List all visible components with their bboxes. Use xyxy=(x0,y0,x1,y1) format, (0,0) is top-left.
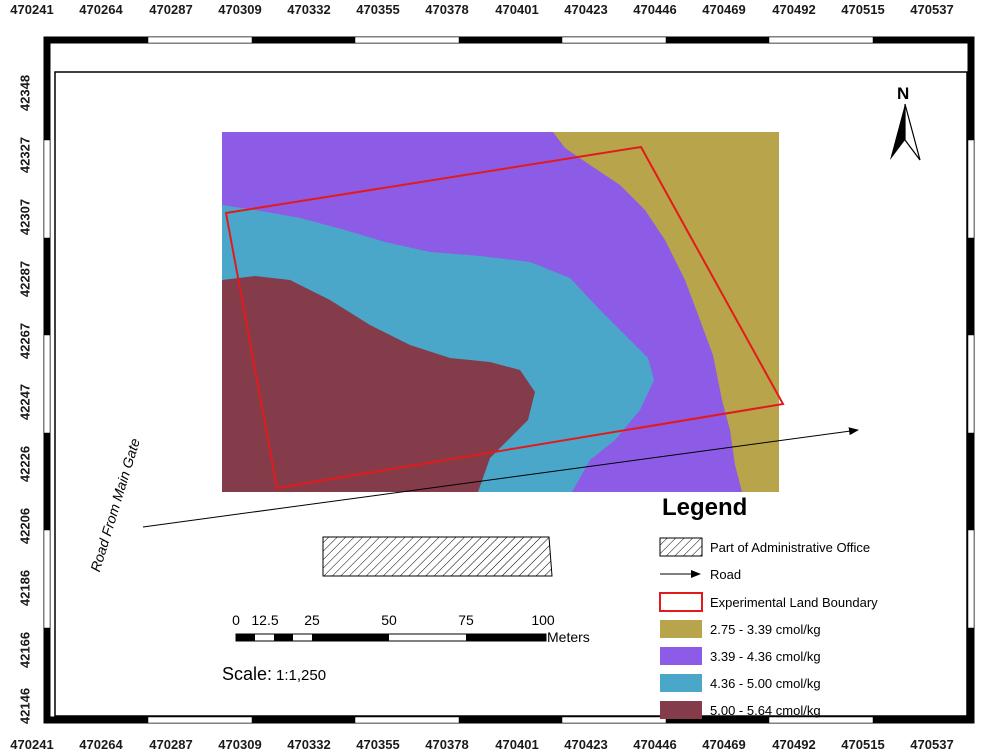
legend-swatches xyxy=(659,537,703,719)
grid-y-label-left: 42348 xyxy=(17,74,33,112)
grid-x-label-top: 470332 xyxy=(287,2,331,17)
grid-y-label-left: 42327 xyxy=(17,136,33,174)
grid-x-label-top: 470515 xyxy=(841,2,885,17)
grid-y-label-left: 42267 xyxy=(17,322,33,360)
grid-x-label-top: 470446 xyxy=(633,2,677,17)
graticule-bar-right xyxy=(967,43,975,717)
zone-2.75-3.39 xyxy=(553,132,779,492)
soil-raster xyxy=(222,132,779,492)
road-arrow xyxy=(142,427,859,528)
grid-x-label-bottom: 470241 xyxy=(10,737,54,752)
scale-bar-unit: Meters xyxy=(547,629,590,645)
scale-bar-label: 12.5 xyxy=(251,612,279,628)
grid-x-label-bottom: 470309 xyxy=(218,737,262,752)
legend-label-class-4: 5.00 - 5.64 cmol/kg xyxy=(710,703,821,718)
scale-bar-label: 75 xyxy=(458,612,474,628)
grid-x-label-bottom: 470423 xyxy=(564,737,608,752)
grid-x-label-bottom: 470378 xyxy=(425,737,469,752)
legend-label-class-3: 4.36 - 5.00 cmol/kg xyxy=(710,676,821,691)
scale-bar xyxy=(235,633,547,642)
zone-5.00-5.64 xyxy=(222,276,535,492)
scale-bar-label: 0 xyxy=(232,612,240,628)
grid-x-label-bottom: 470287 xyxy=(149,737,193,752)
grid-y-label-left: 42287 xyxy=(17,260,33,298)
grid-x-label-bottom: 470492 xyxy=(772,737,816,752)
grid-x-label-top: 470469 xyxy=(702,2,746,17)
legend-label-class-1: 2.75 - 3.39 cmol/kg xyxy=(710,622,821,637)
graticule-bar-top xyxy=(44,36,974,44)
grid-x-label-bottom: 470332 xyxy=(287,737,331,752)
grid-x-label-bottom: 470537 xyxy=(910,737,954,752)
legend-label-office: Part of Administrative Office xyxy=(710,540,871,555)
grid-x-label-bottom: 470515 xyxy=(841,737,885,752)
grid-y-label-left: 42226 xyxy=(17,445,33,483)
scale-bar-label: 50 xyxy=(381,612,397,628)
grid-x-label-top: 470355 xyxy=(356,2,400,17)
legend-label-boundary: Experimental Land Boundary xyxy=(710,595,878,610)
graticule-bar-left xyxy=(43,43,51,717)
grid-x-label-top: 470264 xyxy=(79,2,123,17)
grid-x-label-bottom: 470401 xyxy=(495,737,539,752)
grid-y-label-left: 42307 xyxy=(17,198,33,236)
grid-x-label-bottom: 470469 xyxy=(702,737,746,752)
grid-y-label-left: 42206 xyxy=(17,507,33,545)
legend-label-class-2: 3.39 - 4.36 cmol/kg xyxy=(710,649,821,664)
grid-y-label-left: 42186 xyxy=(17,569,33,607)
grid-x-label-bottom: 470264 xyxy=(79,737,123,752)
grid-x-label-top: 470537 xyxy=(910,2,954,17)
north-arrow-icon xyxy=(890,103,921,161)
scale-value: 1:1,250 xyxy=(276,667,327,684)
grid-x-label-top: 470287 xyxy=(149,2,193,17)
legend-label-road: Road xyxy=(710,567,742,582)
experimental-land-boundary xyxy=(224,145,785,490)
legend-title: Legend xyxy=(662,494,748,521)
grid-y-label-left: 42247 xyxy=(17,383,33,421)
grid-x-label-bottom: 470446 xyxy=(633,737,677,752)
grid-x-label-bottom: 470355 xyxy=(356,737,400,752)
grid-x-label-top: 470378 xyxy=(425,2,469,17)
grid-y-label-left: 42166 xyxy=(17,631,33,669)
grid-x-label-top: 470241 xyxy=(10,2,54,17)
grid-y-label-left: 42146 xyxy=(17,687,33,725)
scale-bar-label: 100 xyxy=(531,612,555,628)
north-label: N xyxy=(897,84,910,103)
grid-x-label-top: 470401 xyxy=(495,2,539,17)
scale-prefix: Scale: xyxy=(222,664,273,684)
administrative-office-polygon xyxy=(322,536,553,577)
grid-x-label-top: 470309 xyxy=(218,2,262,17)
scale-ratio: Scale: 1:1,250 xyxy=(222,664,326,685)
graticule-bar-bottom xyxy=(44,716,974,724)
grid-x-label-top: 470492 xyxy=(772,2,816,17)
grid-x-label-top: 470423 xyxy=(564,2,608,17)
scale-bar-label: 25 xyxy=(304,612,320,628)
